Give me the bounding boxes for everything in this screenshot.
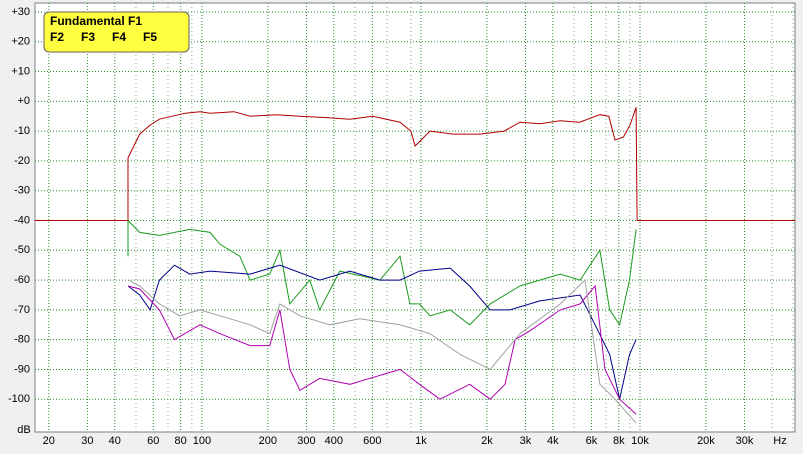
y-tick-label: -80 xyxy=(14,334,30,346)
y-tick-label: -90 xyxy=(14,363,30,375)
y-tick-label: -70 xyxy=(14,304,30,316)
y-tick-label: -10 xyxy=(14,125,30,137)
x-tick-label: 10k xyxy=(631,435,649,447)
plot-area xyxy=(34,2,796,433)
x-tick-label: 300 xyxy=(297,435,315,447)
y-tick-label: -40 xyxy=(14,214,30,226)
x-tick-label: 30k xyxy=(736,435,754,447)
y-tick-label: +0 xyxy=(17,95,30,107)
x-tick-label: 80 xyxy=(175,435,187,447)
legend-box xyxy=(43,11,190,53)
x-tick-label: 20k xyxy=(697,435,715,447)
x-tick-label: 8k xyxy=(613,435,625,447)
x-tick-label: 3k xyxy=(520,435,532,447)
x-tick-label: 600 xyxy=(363,435,381,447)
y-tick-label: -60 xyxy=(14,274,30,286)
y-tick-label: -50 xyxy=(14,244,30,256)
y-tick-label: +30 xyxy=(11,6,30,18)
y-unit: dB xyxy=(17,424,30,436)
x-tick-label: 2k xyxy=(481,435,493,447)
y-tick-label: +20 xyxy=(11,36,30,48)
legend-entry: F4 xyxy=(112,30,126,44)
x-tick-label: 20 xyxy=(43,435,55,447)
series-line xyxy=(127,279,637,424)
legend: Fundamental F1 F2 F3 F4 F5 xyxy=(43,11,190,53)
y-tick-label: +10 xyxy=(11,65,30,77)
series-line xyxy=(35,107,795,221)
y-tick-label: -30 xyxy=(14,185,30,197)
series-line xyxy=(127,264,637,400)
x-tick-label: 30 xyxy=(81,435,93,447)
legend-entry: F5 xyxy=(143,30,157,44)
x-tick-label: 40 xyxy=(109,435,121,447)
x-unit: Hz xyxy=(773,435,786,447)
legend-entry: F3 xyxy=(81,30,95,44)
grid xyxy=(35,3,795,432)
x-tick-label: 6k xyxy=(586,435,598,447)
axis-labels: dB Hz +30 +20 +10 +0 -10 -20 -30 -40 -50 -60 -70 -8… xyxy=(8,6,787,447)
legend-entry: Fundamental F1 xyxy=(50,14,142,28)
x-tick-label: 60 xyxy=(147,435,159,447)
legend-entry: F2 xyxy=(50,30,64,44)
y-tick-label: -20 xyxy=(14,155,30,167)
x-tick-label: 200 xyxy=(259,435,277,447)
series-line xyxy=(127,284,637,415)
x-tick-label: 400 xyxy=(325,435,343,447)
y-tick-label: -100 xyxy=(8,393,30,405)
series-lines xyxy=(35,107,795,424)
x-tick-label: 100 xyxy=(193,435,211,447)
x-tick-label: 1k xyxy=(415,435,427,447)
x-tick-label: 4k xyxy=(547,435,559,447)
